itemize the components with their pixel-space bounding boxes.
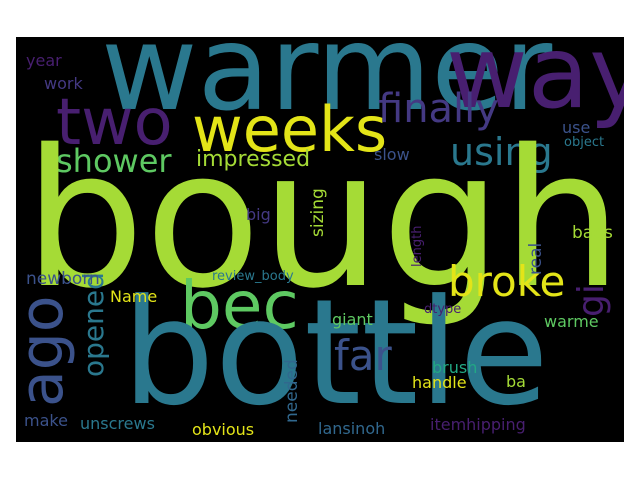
word-handle: handle	[412, 373, 467, 392]
word-finally: finally	[378, 86, 499, 132]
word-ba: ba	[506, 372, 526, 391]
word-real: real	[526, 242, 546, 275]
word-shower: shower	[56, 142, 172, 180]
word-far: far	[334, 331, 392, 380]
word-broke: broke	[448, 257, 566, 306]
word-newborn: newborn	[26, 269, 100, 289]
word-name: Name	[110, 287, 158, 306]
word-big: big	[246, 205, 271, 224]
word-warme: warme	[544, 312, 599, 331]
word-object: object	[564, 135, 605, 150]
word-way: way	[446, 37, 624, 131]
word-ago: ago	[16, 295, 77, 407]
word-impressed: impressed	[196, 147, 311, 172]
word-bags: bags	[572, 223, 613, 243]
word-weeks: weeks	[192, 93, 388, 166]
word-two: two	[56, 86, 173, 160]
word-lansinoh: lansinoh	[318, 419, 386, 438]
word-use: use	[562, 118, 591, 137]
word-year: year	[26, 51, 62, 70]
word-slow: slow	[374, 145, 410, 164]
word-bought: bought	[24, 109, 624, 330]
word-bottle: bottle	[122, 268, 549, 438]
word-bec: bec	[180, 267, 299, 344]
word-make: make	[24, 411, 68, 430]
word-using: using	[450, 130, 553, 174]
word-giant: giant	[332, 310, 373, 329]
word-dtype: dtype	[424, 302, 462, 317]
word-length: length	[410, 225, 425, 267]
word-unscrews: unscrews	[80, 414, 155, 433]
word-review-body: review_body	[212, 269, 294, 284]
word-itemhipping: itemhipping	[430, 415, 526, 434]
word-sizing: sizing	[308, 188, 328, 237]
word-warmer: warmer	[101, 37, 553, 137]
word-obvious: obvious	[192, 420, 255, 439]
word-cloud: warmer way two weeks finally using showe…	[16, 37, 624, 442]
word-needed: needed	[282, 359, 302, 423]
word-brush: brush	[432, 358, 478, 377]
word-work: work	[44, 74, 83, 93]
